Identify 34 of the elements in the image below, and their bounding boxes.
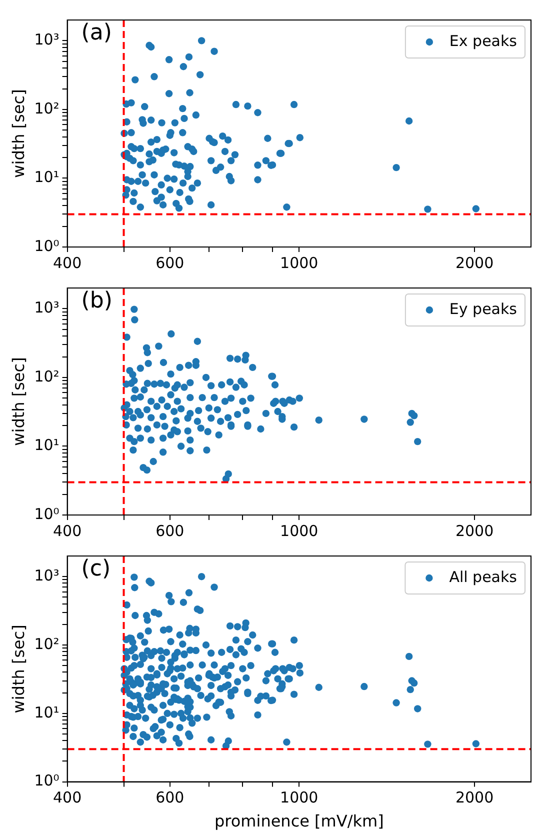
annotation: (c) bbox=[81, 556, 111, 582]
x-tick-label: 600 bbox=[156, 254, 184, 272]
y-tick-label: 10³ bbox=[34, 298, 60, 317]
y-tick-label: 10⁰ bbox=[34, 504, 60, 523]
y-axis-title: width [sec] bbox=[8, 624, 28, 714]
y-tick-label: 10² bbox=[34, 99, 60, 118]
x-tick-label: 600 bbox=[156, 788, 184, 807]
x-tick-label: 600 bbox=[156, 522, 184, 540]
y-tick-label: 10³ bbox=[34, 566, 60, 584]
y-tick-label: 10² bbox=[34, 634, 60, 653]
y-tick-label: 10⁰ bbox=[34, 772, 60, 790]
y-tick-label: 10¹ bbox=[34, 168, 60, 186]
x-tick-label: 1000 bbox=[280, 788, 318, 807]
x-tick-label: 2000 bbox=[455, 522, 494, 540]
annotation: (a) bbox=[81, 20, 112, 46]
x-tick-label: 400 bbox=[52, 254, 82, 272]
x-tick-label: 1000 bbox=[280, 522, 318, 540]
legend-label: Ex peaks bbox=[449, 32, 518, 50]
y-tick-label: 10³ bbox=[34, 30, 60, 49]
annotation: (b) bbox=[81, 288, 112, 314]
y-axis-title: width [sec] bbox=[8, 89, 28, 178]
x-axis-title: prominence [mV/km] bbox=[214, 812, 384, 831]
x-tick-label: 400 bbox=[52, 788, 82, 807]
legend-label: Ey peaks bbox=[449, 300, 518, 318]
x-tick-label: 2000 bbox=[455, 788, 494, 807]
y-axis-title: width [sec] bbox=[8, 357, 28, 446]
x-tick-label: 2000 bbox=[455, 254, 494, 272]
legend-label: All peaks bbox=[449, 568, 518, 586]
y-tick-label: 10⁰ bbox=[34, 236, 60, 255]
y-tick-label: 10¹ bbox=[34, 436, 60, 454]
x-tick-label: 1000 bbox=[280, 254, 318, 272]
y-tick-label: 10¹ bbox=[34, 703, 60, 722]
x-tick-label: 400 bbox=[52, 522, 82, 540]
y-tick-label: 10² bbox=[34, 367, 60, 386]
